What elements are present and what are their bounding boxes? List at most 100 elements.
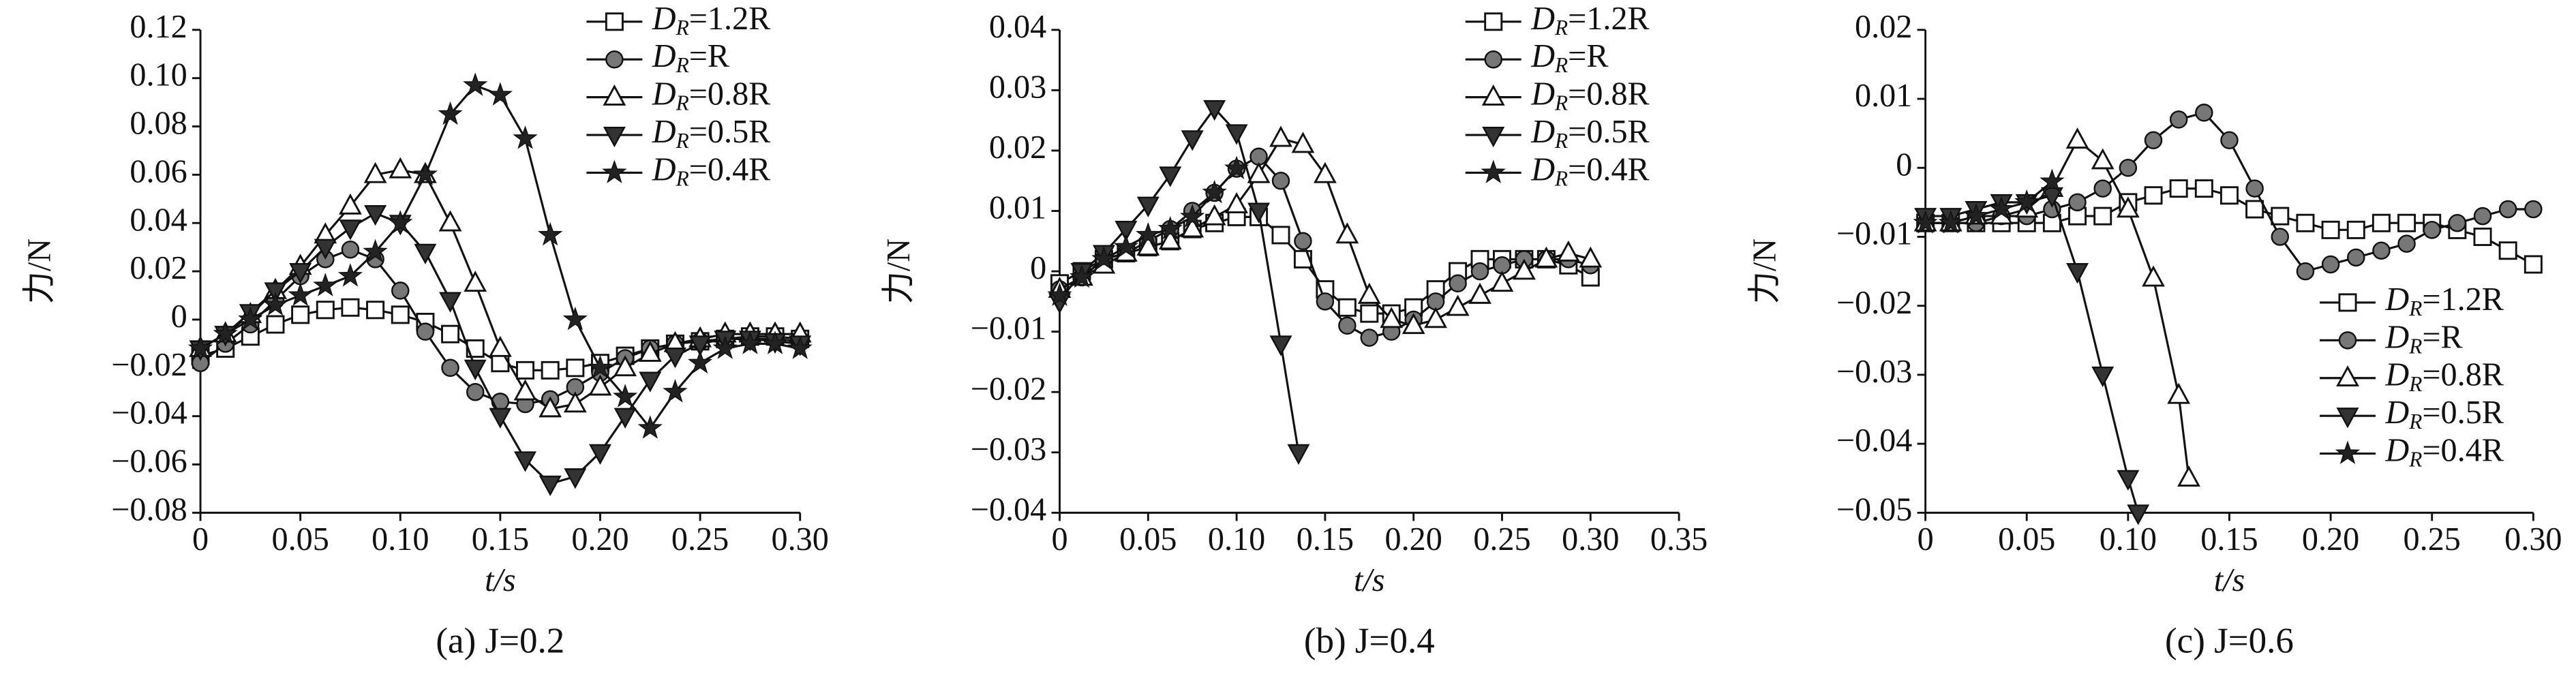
x-tick-label: 0 bbox=[1918, 521, 1934, 557]
legend-label: DR=0.5R bbox=[2384, 395, 2504, 433]
marker bbox=[391, 305, 410, 324]
series-line bbox=[1059, 155, 1591, 339]
marker bbox=[1424, 307, 1448, 328]
x-tick-label: 0 bbox=[1051, 521, 1067, 557]
marker bbox=[289, 263, 312, 284]
marker bbox=[2040, 187, 2063, 208]
x-tick-label: 0.25 bbox=[2404, 521, 2461, 557]
legend-label-part: R bbox=[676, 16, 689, 40]
legend-label: DR=1.2R bbox=[652, 1, 771, 40]
marker bbox=[2296, 213, 2315, 232]
y-tick-label: 0.06 bbox=[130, 153, 187, 189]
marker bbox=[1159, 166, 1182, 187]
x-tick-label: 0.35 bbox=[1650, 521, 1708, 557]
marker bbox=[2448, 213, 2467, 232]
y-tick-label: 0.03 bbox=[989, 69, 1046, 105]
legend-label-part: D bbox=[652, 76, 676, 112]
x-tick-label: 0.05 bbox=[1998, 521, 2055, 557]
marker bbox=[1158, 228, 1182, 250]
marker bbox=[1357, 282, 1381, 304]
marker bbox=[466, 382, 485, 401]
marker bbox=[366, 301, 385, 320]
marker bbox=[712, 335, 738, 359]
legend-label-part: D bbox=[1530, 76, 1555, 112]
marker bbox=[613, 355, 637, 377]
y-tick-label: 0.10 bbox=[130, 57, 187, 93]
x-tick-label: 0.10 bbox=[372, 521, 429, 557]
y-tick-label: −0.04 bbox=[971, 491, 1047, 527]
marker bbox=[1338, 316, 1357, 335]
marker bbox=[2372, 241, 2391, 260]
marker bbox=[412, 162, 438, 185]
y-tick-label: 0 bbox=[1896, 147, 1912, 183]
legend-label-part: R bbox=[676, 53, 689, 77]
marker bbox=[491, 393, 510, 411]
marker bbox=[1360, 304, 1379, 323]
x-axis-label: t/s bbox=[1354, 562, 1385, 598]
marker bbox=[2524, 200, 2543, 219]
marker bbox=[339, 193, 362, 215]
marker bbox=[439, 292, 462, 313]
marker bbox=[238, 306, 263, 331]
y-axis-label: 力/N bbox=[881, 239, 917, 304]
legend-label-part: D bbox=[652, 152, 676, 188]
marker bbox=[588, 354, 613, 379]
marker bbox=[1314, 162, 1337, 183]
marker bbox=[1225, 124, 1248, 145]
marker bbox=[363, 162, 387, 183]
marker bbox=[2068, 193, 2087, 212]
marker bbox=[1181, 130, 1204, 151]
y-tick-label: −0.04 bbox=[111, 395, 187, 431]
marker bbox=[2321, 220, 2340, 239]
marker bbox=[762, 331, 788, 354]
marker bbox=[2245, 179, 2264, 198]
legend-label-part: D bbox=[1530, 38, 1555, 74]
marker bbox=[539, 475, 562, 497]
marker bbox=[538, 221, 563, 246]
marker bbox=[1316, 292, 1335, 311]
legend-label: DR=0.4R bbox=[1530, 152, 1650, 191]
marker bbox=[1047, 282, 1072, 306]
marker bbox=[2372, 213, 2391, 232]
marker bbox=[1449, 274, 1467, 293]
marker bbox=[438, 101, 463, 125]
legend-label-part: =0.4R bbox=[1568, 152, 1650, 188]
marker bbox=[2524, 255, 2543, 274]
legend-marker bbox=[2336, 365, 2359, 387]
x-axis-label: t/s bbox=[485, 562, 516, 598]
legend-label-part: D bbox=[1530, 114, 1555, 150]
marker bbox=[363, 239, 388, 263]
y-tick-label: −0.05 bbox=[1836, 491, 1913, 527]
x-tick-label: 0.25 bbox=[671, 521, 729, 557]
marker bbox=[1579, 246, 1603, 268]
marker bbox=[663, 379, 688, 403]
marker bbox=[539, 396, 562, 418]
marker bbox=[541, 361, 560, 380]
marker bbox=[1513, 258, 1536, 280]
caption: (b) J=0.4 bbox=[1304, 621, 1435, 660]
marker bbox=[1287, 444, 1310, 465]
marker bbox=[2346, 220, 2365, 239]
marker bbox=[262, 292, 288, 316]
marker bbox=[2195, 104, 2213, 122]
marker bbox=[588, 444, 611, 465]
marker bbox=[1247, 162, 1271, 183]
marker bbox=[1360, 328, 1379, 347]
y-tick-label: 0.02 bbox=[989, 129, 1046, 166]
legend-label: DR=1.2R bbox=[2384, 281, 2504, 320]
x-tick-label: 0.30 bbox=[1562, 521, 1619, 557]
marker bbox=[1202, 204, 1226, 226]
x-tick-label: 0 bbox=[192, 521, 209, 557]
legend-marker bbox=[602, 159, 627, 183]
marker bbox=[266, 315, 285, 334]
marker bbox=[687, 350, 713, 374]
series-line bbox=[200, 168, 800, 410]
legend-label-part: D bbox=[1530, 1, 1555, 37]
legend-label-part: D bbox=[1530, 152, 1555, 188]
marker bbox=[2177, 465, 2200, 487]
legend-label-part: =0.4R bbox=[689, 152, 771, 188]
marker bbox=[2194, 179, 2213, 198]
x-tick-label: 0.15 bbox=[472, 521, 529, 557]
x-tick-label: 0.20 bbox=[571, 521, 628, 557]
